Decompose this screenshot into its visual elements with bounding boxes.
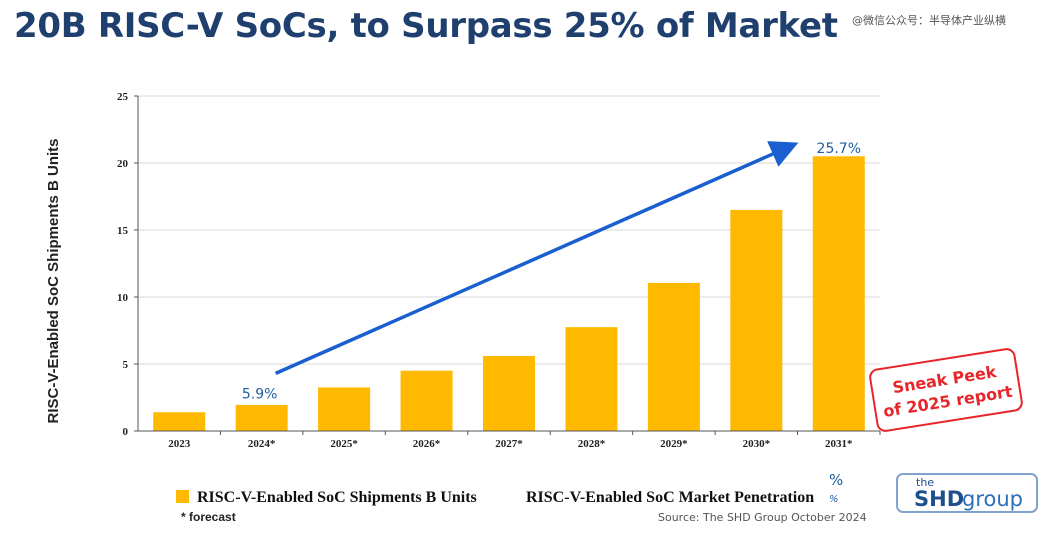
legend-swatch-shipments (176, 490, 189, 503)
bar-2030 (730, 209, 783, 431)
legend-percent-symbol-small: % (829, 494, 839, 505)
legend-percent-symbol: % (829, 471, 843, 489)
y-axis-label: RISC-V-Enabled SoC Shipments B Units (45, 138, 62, 423)
source-text: Source: The SHD Group October 2024 (658, 511, 867, 524)
x-tick-label-2026: 2026* (413, 438, 441, 450)
y-tick-label-25: 25 (117, 91, 129, 103)
bar-2023 (153, 412, 206, 431)
legend-label-shipments: RISC-V-Enabled SoC Shipments B Units (197, 489, 477, 506)
shd-group-logo: the SHD group (896, 473, 1038, 513)
penetration-label-2031: 25.7% (817, 141, 861, 157)
page-title: 20B RISC-V SoCs, to Surpass 25% of Marke… (14, 6, 838, 46)
bars (153, 156, 865, 432)
x-tick-label-2025: 2025* (330, 438, 358, 450)
penetration-label-2024: 5.9% (242, 386, 278, 402)
y-tick-label-15: 15 (117, 225, 129, 237)
legend-label-penetration: RISC-V-Enabled SoC Market Penetration (526, 489, 814, 506)
x-tick-label-2027: 2027* (495, 438, 523, 450)
y-tick-label-20: 20 (117, 158, 129, 170)
x-tick-label-2030: 2030* (743, 438, 771, 450)
x-axis: 2023 2024* 2025* 2026* 2027* 2028* 2029* 2030* 2… (138, 430, 881, 450)
bar-2029 (647, 282, 700, 431)
bar-2031 (812, 156, 865, 432)
x-tick-label-2024: 2024* (248, 438, 276, 450)
bar-2028 (565, 327, 618, 431)
bar-2027 (483, 355, 535, 431)
x-tick-label-2029: 2029* (660, 438, 688, 450)
x-tick-label-2023: 2023 (168, 438, 191, 450)
y-tick-label-0: 0 (123, 426, 129, 438)
growth-arrow (274, 141, 799, 375)
y-tick-label-10: 10 (117, 292, 129, 304)
logo-group: group (962, 487, 1023, 511)
y-axis: 0 5 10 15 20 25 (117, 91, 139, 438)
bar-2025 (318, 387, 371, 431)
bar-2026 (400, 370, 453, 431)
x-tick-label-2028: 2028* (578, 438, 606, 450)
x-tick-label-2031: 2031* (825, 438, 853, 450)
logo-the: the (916, 476, 935, 489)
annotations: 5.9% 25.7% (242, 141, 861, 402)
forecast-note: * forecast (181, 510, 236, 524)
watermark: @微信公众号：半导体产业纵横 (852, 14, 1006, 27)
logo-shd: SHD (914, 487, 965, 511)
y-tick-label-5: 5 (123, 359, 129, 371)
bar-2024 (235, 404, 288, 431)
